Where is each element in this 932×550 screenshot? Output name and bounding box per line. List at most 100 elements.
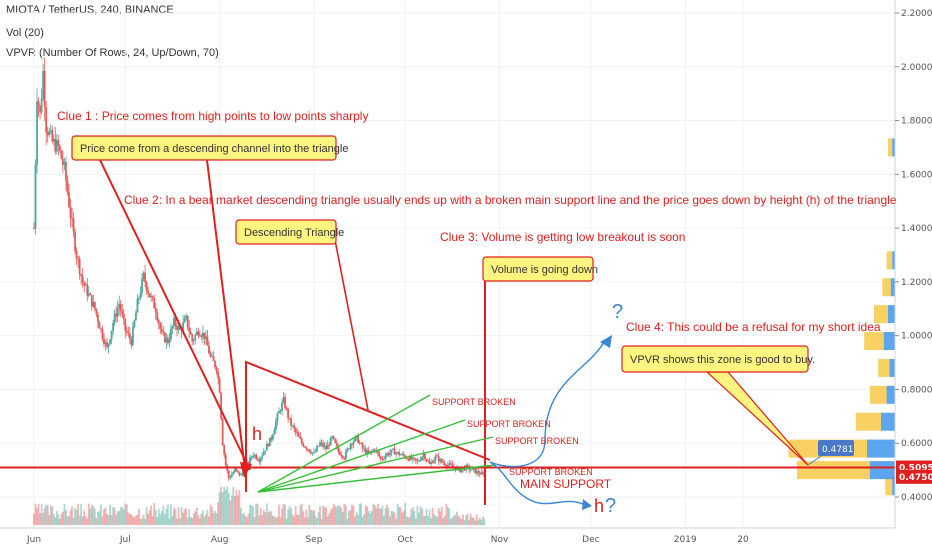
volume-bar (352, 505, 355, 525)
volume-bar (460, 519, 463, 525)
candle-body (316, 446, 318, 452)
volume-bar (131, 516, 134, 525)
volume-bar (135, 515, 137, 525)
volume-bar (357, 514, 359, 525)
volume-bar (273, 515, 276, 525)
candle-body (68, 192, 70, 207)
vpvr-bar-down (881, 412, 895, 431)
volume-bar (221, 492, 224, 525)
volume-bar (316, 518, 318, 525)
time-tick-label: Aug (211, 535, 229, 545)
candle-body (329, 437, 332, 446)
volume-bar (55, 510, 58, 525)
candle-body (103, 338, 105, 345)
candle-body (258, 460, 261, 462)
candle-body (60, 150, 63, 159)
volume-bar (259, 507, 262, 525)
candle-body (138, 297, 140, 299)
candle-body (320, 442, 323, 444)
vpvr-bar-down (888, 305, 895, 324)
volume-bar (396, 503, 399, 525)
volume-bar (462, 514, 464, 525)
volume-bar (402, 510, 405, 525)
volume-bar (381, 505, 384, 525)
time-tick-label: Jul (119, 535, 131, 545)
volume-bar (233, 496, 236, 525)
candle-body (135, 312, 137, 321)
volume-bar (77, 503, 80, 525)
candle-body (147, 290, 150, 294)
support-broken-label: SUPPORT BROKEN (467, 419, 551, 429)
volume-bar (386, 504, 388, 525)
candle-body (198, 335, 201, 337)
volume-bar (325, 507, 328, 525)
candle-body (431, 462, 434, 464)
candle-body (390, 449, 393, 453)
volume-bar (306, 517, 309, 525)
candle-body (133, 320, 136, 327)
candle-body (317, 446, 320, 447)
volume-bar (310, 510, 312, 525)
candle-body (160, 329, 163, 333)
volume-bar (136, 514, 139, 525)
candle-body (238, 471, 241, 476)
volume-bar (194, 511, 197, 525)
candle-body (95, 308, 98, 315)
price-tick-label: 2.2000 (901, 9, 932, 19)
candle-body (182, 322, 185, 332)
volume-bar (466, 513, 469, 525)
candle-body (203, 332, 206, 339)
volume-bar (290, 508, 293, 525)
volume-bar (33, 513, 35, 525)
height-label-right: h (594, 496, 604, 516)
volume-bar (173, 507, 175, 525)
volume-bar (189, 516, 192, 525)
volume-bar (440, 506, 443, 525)
volume-bar (211, 506, 213, 525)
candle-body (367, 450, 370, 454)
candle-body (130, 338, 133, 346)
candle-body (71, 217, 73, 219)
candle-body (113, 313, 116, 323)
volume-bar (66, 516, 69, 525)
volume-bar (156, 516, 159, 525)
volume-bar (258, 515, 261, 525)
volume-bar (98, 510, 101, 525)
volume-bar (104, 507, 107, 525)
volume-bar (427, 516, 429, 525)
volume-bar (294, 506, 297, 525)
volume-bar (109, 504, 111, 525)
volume-bar (275, 517, 277, 525)
vpvr-indicator-label: VPVR (Number Of Rows, 24, Up/Down, 70) (6, 47, 219, 59)
volume-bar (49, 505, 52, 525)
volume-bar (62, 511, 64, 525)
volume-bar (474, 520, 477, 525)
triangle-callout-pointer (334, 239, 369, 411)
volume-bar (366, 506, 369, 525)
candle-body (49, 130, 52, 132)
vpvr-bar-down (892, 251, 895, 270)
volume-bar (355, 511, 358, 525)
candle-body (256, 458, 259, 461)
candle-body (128, 333, 131, 339)
volume-bar (453, 515, 455, 525)
candle-body (370, 450, 373, 452)
volume-bar (407, 517, 410, 525)
volume-bar (69, 509, 72, 525)
volume-bar (299, 505, 302, 525)
volume-bar (256, 503, 259, 525)
volume-bar (166, 504, 169, 525)
candle-body (466, 465, 469, 467)
volume-bar (186, 517, 189, 525)
support-line (257, 464, 496, 493)
volume-bar (442, 517, 445, 525)
candle-body (414, 458, 417, 461)
candle-body (323, 445, 326, 447)
candle-body (197, 331, 200, 336)
volume-bar (141, 518, 143, 525)
candle-body (428, 461, 431, 465)
volume-bar (297, 514, 300, 525)
price-label-box (896, 469, 932, 484)
candle-body (440, 459, 443, 463)
